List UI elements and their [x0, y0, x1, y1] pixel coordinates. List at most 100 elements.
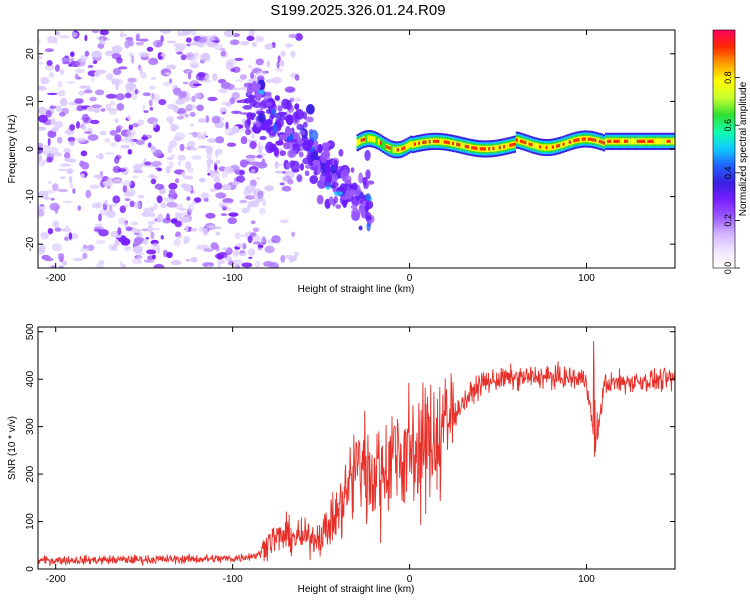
heatmap-cell — [677, 138, 679, 144]
heatmap-cell — [38, 85, 46, 89]
heatmap-cell — [350, 167, 355, 173]
heatmap-cell — [164, 72, 172, 76]
heatmap-cell — [543, 144, 546, 151]
heatmap-cell — [581, 137, 584, 141]
heatmap-cell — [215, 136, 225, 144]
heatmap-cell — [177, 154, 186, 161]
heatmap-cell — [70, 233, 79, 240]
heatmap-cell — [166, 104, 178, 110]
heatmap-cell — [249, 141, 257, 149]
heatmap-cell — [628, 138, 631, 145]
heatmap-cell — [274, 160, 279, 169]
heatmap-cell — [166, 213, 170, 221]
heatmap-cell — [257, 71, 268, 74]
heatmap-cell — [74, 73, 79, 79]
heatmap-cell — [505, 143, 508, 150]
heatmap-cell — [302, 111, 308, 120]
heatmap-cell — [220, 50, 226, 57]
heatmap-cell — [310, 166, 318, 171]
heatmap-cell — [135, 38, 141, 41]
heatmap-cell — [251, 42, 257, 47]
heatmap-cell — [220, 194, 225, 198]
heatmap-cell — [89, 96, 97, 102]
heatmap-cell — [424, 140, 427, 144]
heatmap-cell — [379, 141, 383, 145]
heatmap-cell — [115, 154, 122, 160]
heatmap-cell — [131, 228, 142, 233]
heatmap-cell — [386, 145, 389, 149]
heatmap-cell — [71, 32, 78, 38]
heatmap-cell — [61, 107, 70, 115]
heatmap-cell — [222, 247, 228, 251]
heatmap-cell — [133, 232, 140, 236]
heatmap-cell — [203, 197, 209, 202]
heatmap-cell — [49, 146, 59, 155]
heatmap-cell — [664, 138, 667, 145]
heatmap-cell — [154, 183, 165, 190]
heatmap-cell — [165, 64, 177, 70]
heatmap-cell — [57, 188, 68, 193]
heatmap-cell — [148, 85, 156, 90]
heatmap-cell — [182, 175, 194, 180]
heatmap-cell — [258, 146, 268, 149]
heatmap-cell — [411, 141, 415, 148]
heatmap-cell — [59, 176, 66, 180]
heatmap-cell — [215, 159, 221, 165]
heatmap-cell — [367, 135, 370, 142]
heatmap-cell — [196, 244, 200, 251]
heatmap-cell — [57, 168, 69, 172]
heatmap-cell — [279, 182, 285, 186]
heatmap-cell — [288, 33, 298, 39]
x-tick-label: 100 — [578, 273, 595, 284]
heatmap-cell — [68, 232, 73, 240]
heatmap-cell — [245, 158, 256, 162]
heatmap-cell — [91, 50, 102, 58]
heatmap-cell — [169, 121, 174, 125]
heatmap-cell — [252, 227, 260, 233]
heatmap-cell — [251, 81, 258, 92]
heatmap-cell — [255, 58, 264, 66]
heatmap-cell — [113, 179, 122, 183]
heatmap-cell — [213, 176, 221, 183]
heatmap-cell — [562, 142, 565, 146]
heatmap-cell — [598, 139, 601, 144]
heatmap-cell — [72, 188, 76, 195]
heatmap-cell — [299, 130, 306, 136]
heatmap-cell — [47, 130, 57, 138]
heatmap-cell — [602, 141, 606, 145]
heatmap-cell — [221, 106, 227, 113]
heatmap-cell — [655, 138, 659, 145]
heatmap-cell — [243, 189, 251, 196]
heatmap-cell — [653, 138, 657, 145]
heatmap-cell — [265, 141, 274, 154]
heatmap-cell — [132, 175, 139, 179]
heatmap-cell — [231, 110, 242, 115]
heatmap-cell — [40, 77, 50, 85]
heatmap-cell — [260, 121, 270, 131]
heatmap-cell — [205, 224, 216, 230]
heatmap-cell — [247, 248, 256, 257]
heatmap-cell — [146, 249, 157, 255]
heatmap-cell — [241, 207, 250, 214]
heatmap-cell — [181, 171, 186, 177]
spectrogram-y-axis: -20 -10 0 10 20 — [25, 48, 675, 251]
heatmap-cell — [396, 148, 400, 152]
x-tick-label: 0 — [407, 273, 413, 284]
heatmap-cell — [549, 144, 553, 151]
heatmap-cell — [358, 225, 363, 231]
heatmap-cell — [281, 98, 290, 110]
heatmap-cell — [583, 137, 587, 141]
y-tick-label: 200 — [25, 465, 36, 482]
heatmap-cell — [109, 129, 118, 136]
heatmap-cell — [176, 115, 185, 120]
heatmap-cell — [294, 74, 300, 81]
heatmap-cell — [388, 146, 391, 150]
heatmap-cell — [125, 226, 133, 232]
heatmap-cell — [132, 123, 139, 128]
heatmap-cell — [190, 30, 197, 36]
heatmap-cell — [156, 246, 160, 254]
heatmap-cell — [143, 207, 152, 213]
heatmap-cell — [284, 86, 296, 93]
heatmap-cell — [239, 199, 248, 204]
heatmap-cell — [127, 77, 137, 83]
